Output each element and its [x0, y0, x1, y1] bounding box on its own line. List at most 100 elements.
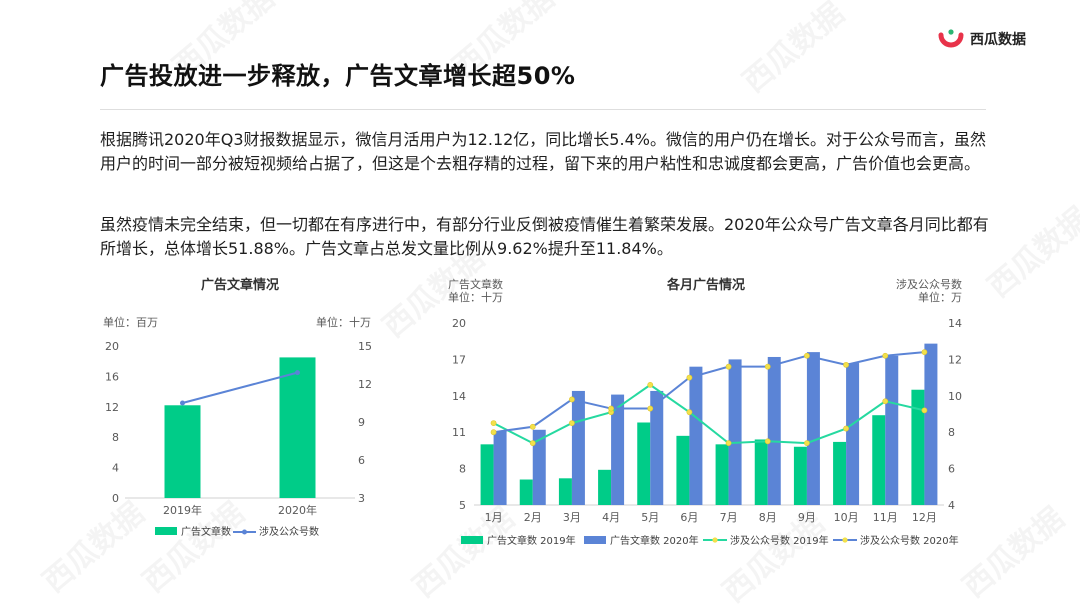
y2-tick-label: 10 [948, 390, 962, 403]
legend-label: 广告文章数 [181, 525, 231, 538]
right-axis-series-name: 涉及公众号数 [896, 277, 962, 291]
line-point [764, 363, 771, 370]
y2-tick-label: 4 [948, 499, 955, 512]
x-tick-label: 11月 [873, 511, 898, 524]
legend-marker [842, 537, 848, 543]
line-point [490, 420, 497, 426]
line-point [921, 349, 928, 356]
x-tick-label: 6月 [680, 511, 698, 524]
line-point [647, 405, 654, 412]
x-tick-label: 10月 [834, 511, 859, 524]
x-tick-label: 2020年 [278, 503, 317, 517]
line-point [686, 409, 693, 416]
line-point [804, 440, 810, 447]
x-tick-label: 1月 [485, 511, 503, 524]
line-point [490, 429, 497, 436]
y-tick-label: 8 [112, 431, 119, 444]
page-title: 广告投放进一步释放，广告文章增长超50% [100, 62, 576, 90]
y-tick-label: 17 [452, 353, 466, 366]
bar-2019 [833, 441, 847, 505]
y2-tick-label: 12 [948, 353, 962, 366]
bar-2019-2020 [279, 357, 316, 498]
legend-label: 广告文章数 2019年 [487, 534, 576, 547]
bar-2020 [728, 359, 742, 505]
legend-marker [712, 537, 718, 543]
y2-tick-label: 3 [358, 492, 365, 505]
y2-tick-label: 8 [948, 426, 955, 439]
y2-tick-label: 14 [948, 317, 962, 330]
brand-logo: 西瓜数据 [938, 26, 1026, 52]
bar-2020 [611, 394, 625, 505]
legend-swatch-bar-2020 [584, 536, 606, 544]
y-tick-label: 0 [112, 492, 119, 505]
legend-label: 广告文章数 2020年 [610, 534, 699, 547]
bar-2019 [598, 469, 612, 505]
bar-2019 [637, 422, 651, 505]
bar-2019 [793, 446, 807, 505]
bar-2020 [689, 366, 703, 505]
title-divider [100, 109, 986, 110]
bar-2019 [558, 478, 572, 505]
line-point [647, 381, 654, 388]
right-axis-unit: 单位：十万 [316, 315, 371, 329]
legend-label: 涉及公众号数 [259, 525, 319, 538]
bar-2020 [846, 363, 860, 505]
bar-2019 [872, 415, 886, 505]
paragraph-ad-growth: 虽然疫情未完全结束，但一切都在有序进行中，有部分行业反倒被疫情催生着繁荣发展。2… [100, 215, 989, 258]
legend-swatch-bar-2019 [461, 536, 483, 544]
line-point [725, 363, 732, 370]
line-point [843, 361, 849, 368]
line-point [608, 405, 614, 412]
x-tick-label: 7月 [720, 511, 738, 524]
bar-2020 [493, 430, 507, 505]
y2-tick-label: 6 [948, 463, 955, 476]
y-tick-label: 20 [452, 317, 466, 330]
y2-tick-label: 6 [358, 454, 365, 467]
line-point [804, 352, 810, 359]
legend-marker [242, 529, 247, 535]
bar-2019 [519, 479, 533, 505]
bar-2020 [650, 390, 664, 505]
x-tick-label: 12月 [912, 511, 937, 524]
right-axis-unit: 单位：万 [918, 290, 962, 304]
bar-2020 [924, 343, 938, 505]
bar-2019-2020 [164, 405, 201, 498]
x-tick-label: 2月 [524, 511, 542, 524]
left-axis-unit: 单位：百万 [103, 315, 158, 329]
legend-label: 涉及公众号数 2019年 [730, 534, 829, 547]
line-point [569, 396, 575, 403]
y2-tick-label: 9 [358, 416, 365, 429]
y-tick-label: 16 [105, 370, 119, 383]
line-point [843, 425, 849, 432]
y-tick-label: 20 [105, 340, 119, 353]
line-point [529, 440, 536, 447]
line-point [764, 438, 771, 445]
line-point [569, 420, 575, 426]
y-tick-label: 12 [105, 401, 119, 414]
y-tick-label: 4 [112, 462, 119, 475]
y2-tick-label: 12 [358, 378, 372, 391]
chart-title: 广告文章情况 [201, 277, 279, 293]
x-tick-label: 5月 [641, 511, 659, 524]
y-tick-label: 5 [459, 499, 466, 512]
line-point [882, 398, 889, 405]
watermelon-icon [938, 29, 964, 48]
legend-label: 涉及公众号数 2020年 [860, 534, 959, 547]
bar-2019 [911, 389, 925, 505]
bar-2019 [754, 439, 768, 505]
bar-2019 [676, 435, 690, 505]
line-point [921, 407, 928, 414]
line-point [725, 440, 732, 447]
line-series-accounts [182, 371, 298, 404]
x-tick-label: 4月 [602, 511, 620, 524]
legend-swatch-bar [155, 527, 177, 535]
y2-tick-label: 15 [358, 340, 372, 353]
paragraph-wechat-users: 根据腾讯2020年Q3财报数据显示，微信月活用户为12.12亿，同比增长5.4%… [100, 130, 986, 173]
bar-2020 [532, 429, 546, 505]
bar-2019 [480, 444, 494, 505]
brand-name: 西瓜数据 [970, 32, 1026, 48]
y-tick-label: 14 [452, 390, 466, 403]
